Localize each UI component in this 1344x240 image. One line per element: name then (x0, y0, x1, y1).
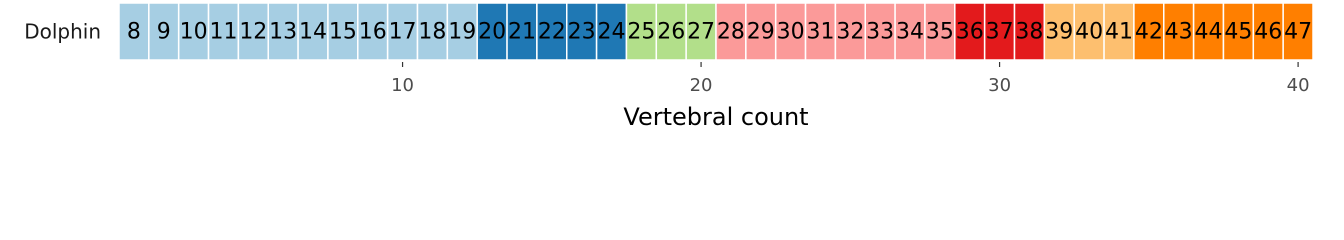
tile-label: 19 (448, 20, 476, 45)
tile-label: 11 (209, 20, 237, 45)
tile-label: 20 (478, 20, 506, 45)
tile-label: 13 (269, 20, 297, 45)
tile-label: 12 (239, 20, 267, 45)
tile-label: 36 (956, 20, 984, 45)
tile-label: 46 (1254, 20, 1282, 45)
tile (1222, 2, 1255, 61)
tile-label: 27 (687, 20, 715, 45)
tile-label: 31 (806, 20, 834, 45)
tile (625, 2, 658, 61)
tile-label: 38 (1015, 20, 1043, 45)
tile-label: 37 (986, 20, 1014, 45)
tile (894, 2, 926, 61)
tile-label: 42 (1135, 20, 1163, 45)
tile-label: 21 (508, 20, 536, 45)
tile (267, 2, 299, 61)
tile (924, 2, 956, 61)
tile-label: 8 (127, 20, 141, 45)
x-tick-label: 20 (690, 75, 713, 96)
tile-label: 10 (180, 20, 208, 45)
tile-label: 24 (598, 20, 626, 45)
tile-label: 23 (568, 20, 596, 45)
tile (1282, 2, 1314, 61)
tile-label: 22 (538, 20, 566, 45)
tile-label: 16 (359, 20, 387, 45)
x-tick-label: 10 (391, 75, 414, 96)
tile-label: 43 (1165, 20, 1193, 45)
tile-label: 39 (1045, 20, 1073, 45)
tile (386, 2, 419, 61)
tile (834, 2, 867, 61)
tile (954, 2, 986, 61)
tile-label: 44 (1195, 20, 1223, 45)
x-tick-label: 40 (1287, 75, 1310, 96)
tile-label: 14 (299, 20, 327, 45)
tile-label: 29 (747, 20, 775, 45)
tile-label: 32 (836, 20, 864, 45)
tile (804, 2, 837, 61)
tile (1133, 2, 1165, 61)
row-label: Dolphin (24, 20, 101, 44)
tile-label: 41 (1105, 20, 1133, 45)
tile-label: 28 (717, 20, 745, 45)
tile (1192, 2, 1225, 61)
tile-label: 30 (777, 20, 805, 45)
tile-label: 25 (627, 20, 655, 45)
tile-label: 9 (157, 20, 171, 45)
tile-label: 17 (389, 20, 417, 45)
tile-label: 40 (1075, 20, 1103, 45)
tile-label: 34 (896, 20, 924, 45)
chart: Dolphin Vertebral count 10 20 30 408 9 10 11 12… (24, 2, 1314, 131)
tile-label: 26 (657, 20, 685, 45)
tile-label: 18 (418, 20, 446, 45)
tile-label: 47 (1284, 20, 1312, 45)
tile (446, 2, 478, 61)
tile (745, 2, 777, 61)
tile (148, 2, 180, 61)
tile-label: 33 (866, 20, 894, 45)
tile (118, 2, 150, 61)
tile (983, 2, 1016, 61)
tile-label: 45 (1224, 20, 1252, 45)
tile (476, 2, 508, 61)
x-tick-label: 30 (988, 75, 1011, 96)
tile (1163, 2, 1195, 61)
tile-label: 35 (926, 20, 954, 45)
tile (416, 2, 449, 61)
tile (655, 2, 687, 61)
tile (715, 2, 747, 61)
tile (1252, 2, 1284, 61)
tile-label: 15 (329, 20, 357, 45)
tile (207, 2, 240, 61)
x-axis-title: Vertebral count (623, 103, 808, 131)
tile (177, 2, 210, 61)
